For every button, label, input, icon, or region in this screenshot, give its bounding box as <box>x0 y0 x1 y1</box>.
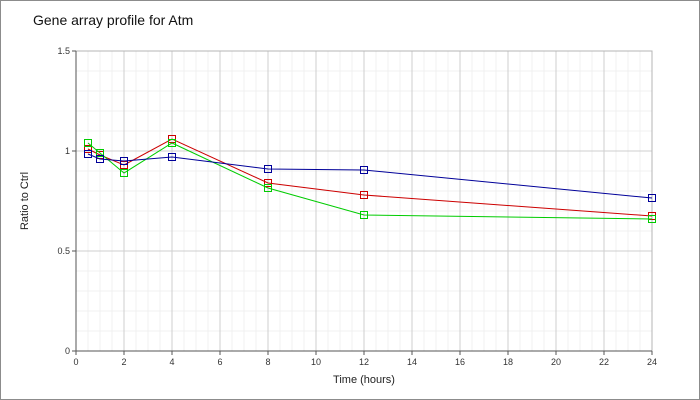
data-point-marker <box>360 166 368 174</box>
x-tick-label: 12 <box>359 357 369 367</box>
data-point-marker <box>264 179 272 187</box>
data-point-marker <box>168 139 176 147</box>
x-axis-label: Time (hours) <box>333 374 395 386</box>
x-tick-label: 18 <box>503 357 513 367</box>
data-point-marker <box>96 155 104 163</box>
x-tick-label: 2 <box>121 357 126 367</box>
x-tick-label: 4 <box>169 357 174 367</box>
data-point-marker <box>360 211 368 219</box>
y-tick-label: 1 <box>65 146 70 156</box>
data-point-marker <box>264 184 272 192</box>
data-point-marker <box>84 139 92 147</box>
data-point-marker <box>360 191 368 199</box>
data-point-marker <box>120 157 128 165</box>
x-tick-label: 20 <box>551 357 561 367</box>
chart-title: Gene array profile for Atm <box>33 12 194 28</box>
y-axis-label: Ratio to Ctrl <box>19 171 31 231</box>
data-point-marker <box>84 150 92 158</box>
x-tick-label: 10 <box>311 357 321 367</box>
x-tick-label: 0 <box>73 357 78 367</box>
data-point-marker <box>96 149 104 157</box>
x-tick-label: 14 <box>407 357 417 367</box>
x-tick-label: 16 <box>455 357 465 367</box>
x-tick-label: 22 <box>599 357 609 367</box>
x-tick-label: 6 <box>217 357 222 367</box>
data-point-marker <box>648 194 656 202</box>
data-point-marker <box>168 153 176 161</box>
data-point-marker <box>648 215 656 223</box>
data-point-marker <box>120 169 128 177</box>
data-point-marker <box>84 145 92 153</box>
data-point-marker <box>264 165 272 173</box>
x-tick-label: 24 <box>647 357 657 367</box>
series-line-2 <box>87 142 653 220</box>
series-line-3 <box>87 153 653 199</box>
y-tick-label: 1.5 <box>57 46 70 56</box>
y-tick-label: 0.5 <box>57 246 70 256</box>
y-tick-label: 0 <box>65 346 70 356</box>
x-tick-label: 8 <box>265 357 270 367</box>
